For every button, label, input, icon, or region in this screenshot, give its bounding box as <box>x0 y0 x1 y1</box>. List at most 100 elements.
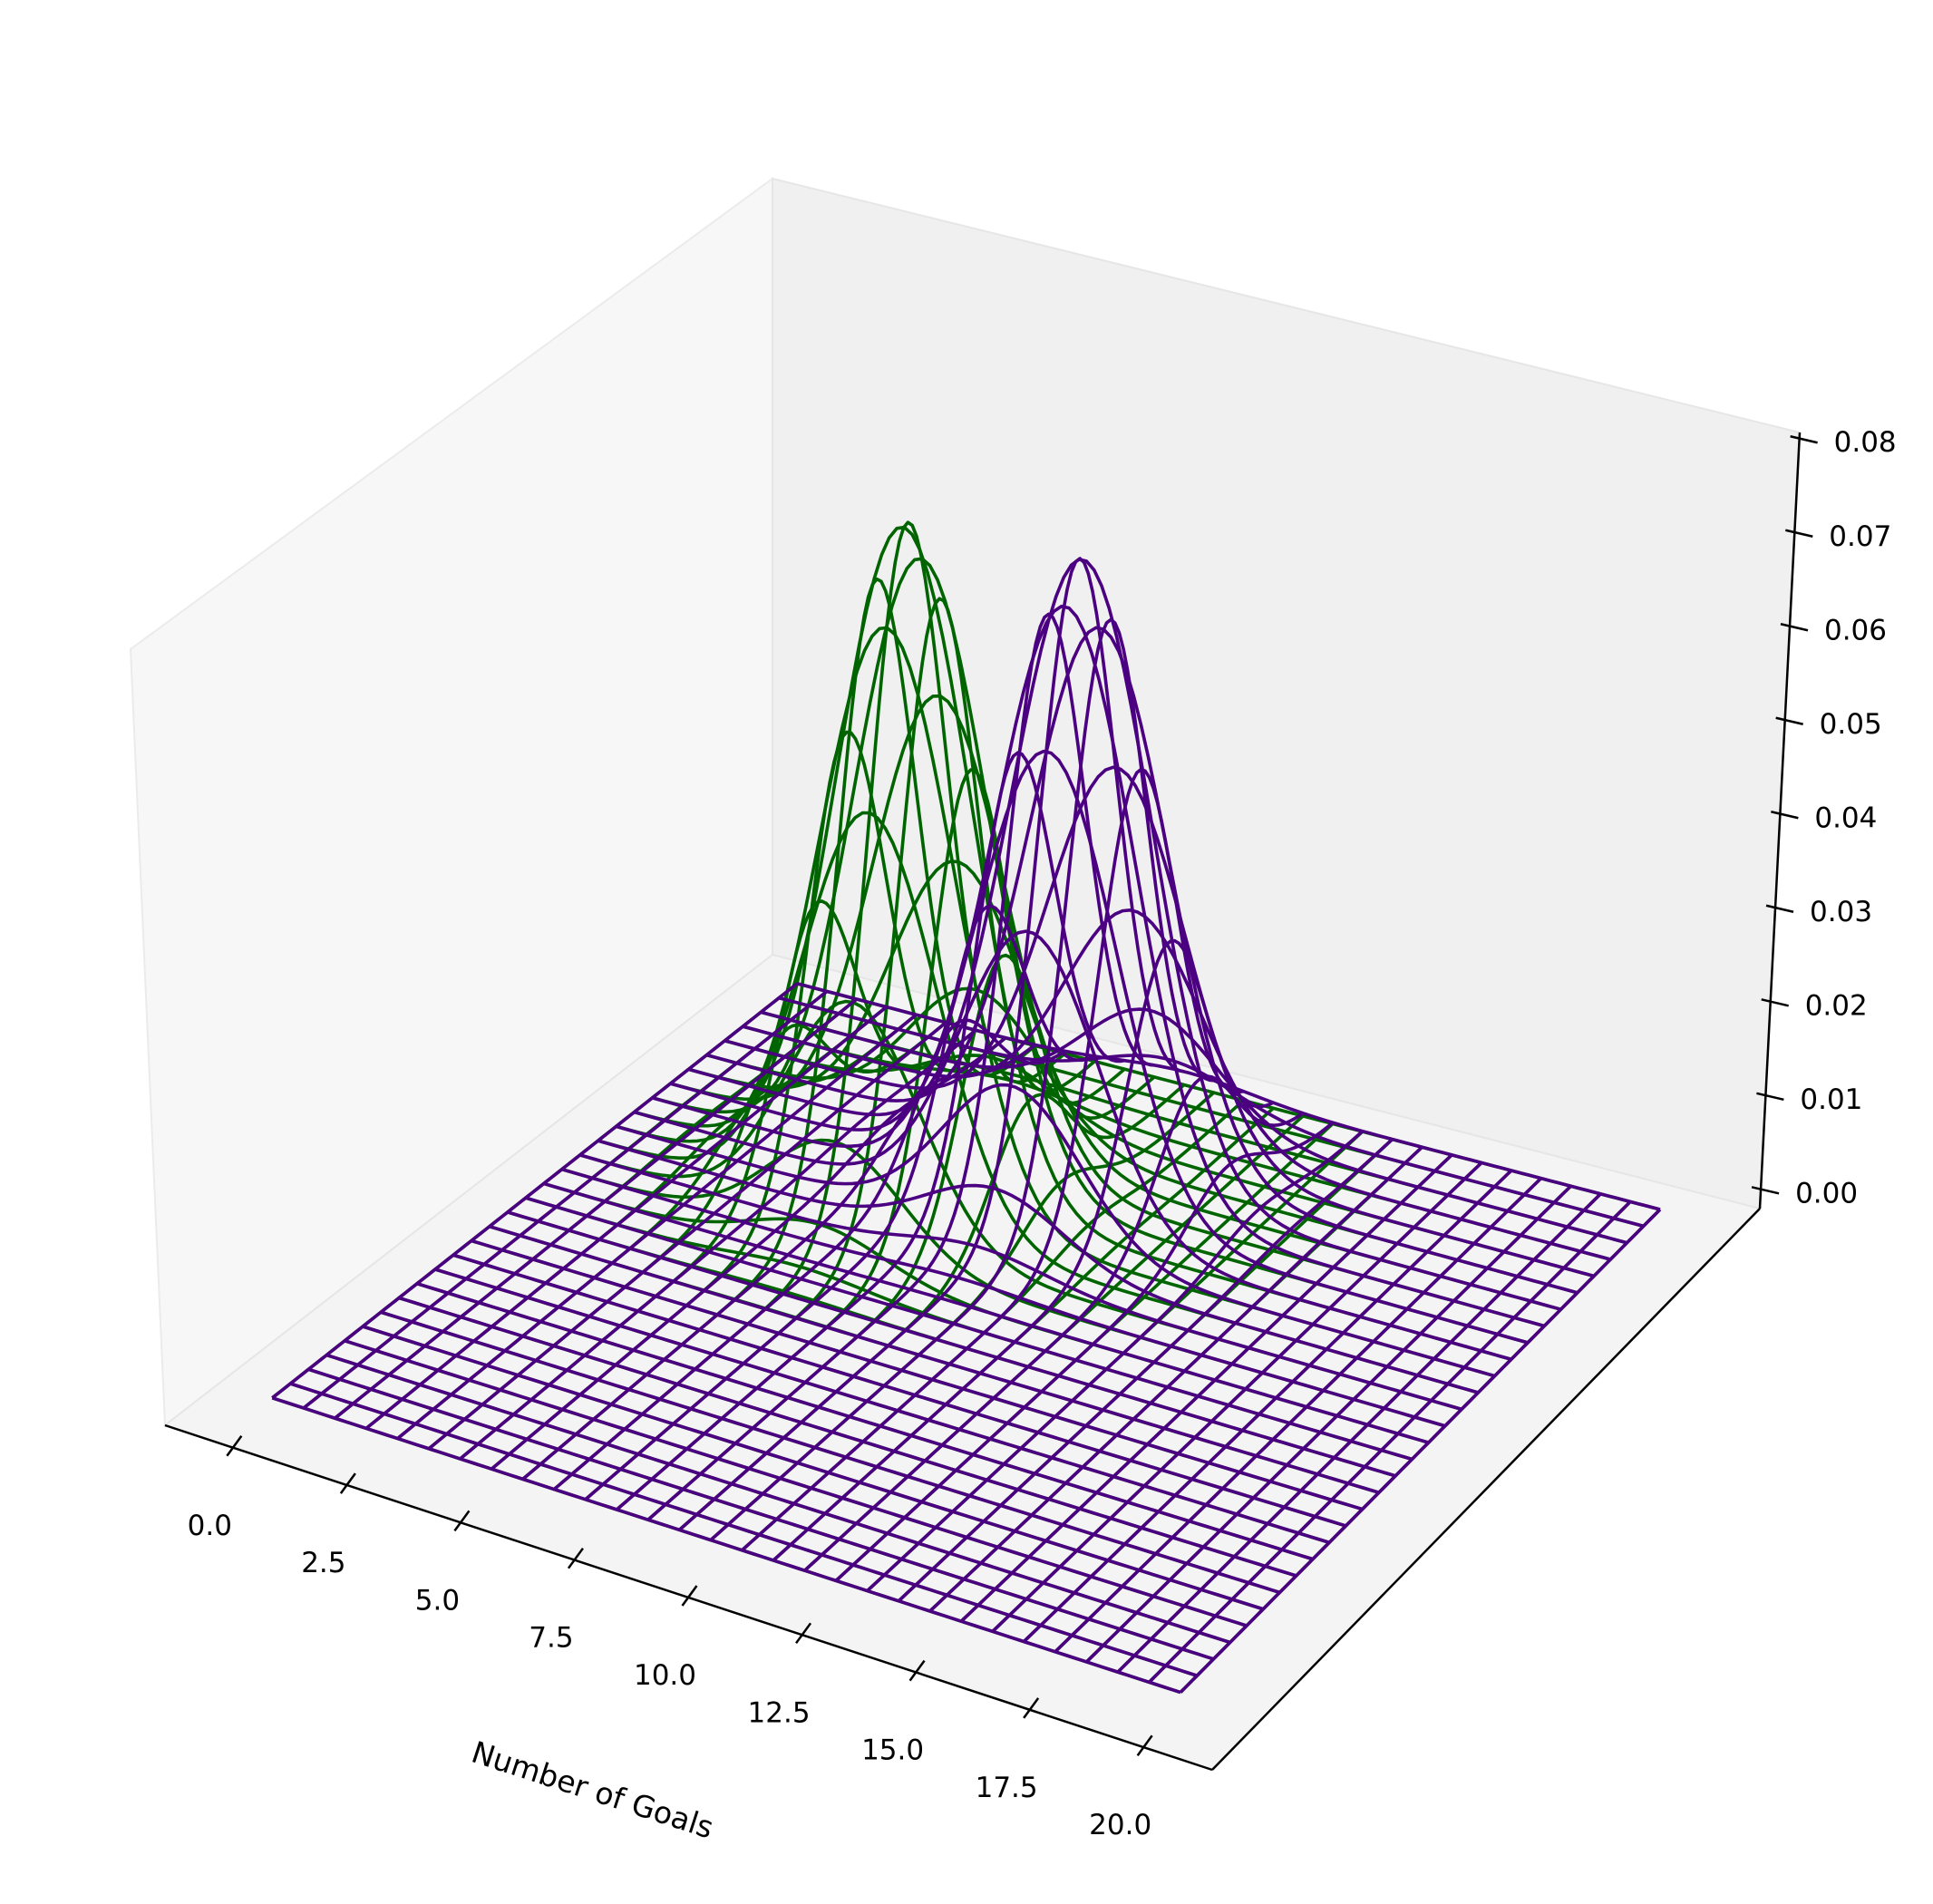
z-tick-mark <box>1761 998 1789 1007</box>
wire-line-y <box>991 1161 1483 1633</box>
z-tick-label: 0.07 <box>1829 520 1891 553</box>
wire-line-y <box>584 904 1096 1501</box>
x-tick-label: 10.0 <box>634 1659 696 1692</box>
wire-line-x <box>380 1310 1280 1595</box>
wire-line-x <box>597 1139 1479 1394</box>
wire-line-x <box>742 908 1611 1261</box>
wire-line-x <box>561 1167 1446 1428</box>
z-tick-label: 0.04 <box>1814 801 1877 834</box>
x-tick-mark <box>795 1622 812 1645</box>
wire-line-y <box>459 1028 977 1461</box>
x-tick-label: 5.0 <box>415 1584 460 1617</box>
z-tick-label: 0.08 <box>1834 426 1897 459</box>
wire-line-y <box>1116 1192 1602 1674</box>
wire-line-x <box>362 1325 1264 1611</box>
z-axis-line <box>1758 432 1802 1209</box>
z-tick-mark <box>1765 904 1794 913</box>
z-tick-label: 0.03 <box>1810 896 1872 928</box>
wire-line-x <box>452 1253 1346 1528</box>
wire-line-y <box>897 1138 1394 1603</box>
wire-line-y <box>928 1145 1423 1613</box>
purple-surface <box>271 557 1662 1695</box>
z-tick-mark <box>1790 435 1818 444</box>
z-tick-mark <box>1751 1186 1780 1195</box>
wire-line-x <box>398 1296 1297 1578</box>
wire-line-x <box>760 1007 1627 1245</box>
wire-line-y <box>302 990 829 1410</box>
wire-line-y <box>1054 1177 1542 1654</box>
x-tick-mark <box>1136 1734 1153 1756</box>
wire-line-y <box>741 767 1244 1552</box>
wire-line-y <box>553 1018 1066 1491</box>
wire-line-y <box>427 1021 947 1451</box>
x-tick-label: 2.5 <box>301 1547 345 1579</box>
x-axis-label: Number of Goals <box>467 1734 717 1846</box>
wire-line-x <box>471 1239 1364 1511</box>
wire-line-x <box>271 1396 1181 1695</box>
wire-line-y <box>959 1153 1453 1623</box>
wire-line-y <box>334 997 858 1420</box>
x-tick-label: 12.5 <box>748 1696 811 1729</box>
x-tick-mark <box>908 1659 926 1682</box>
wire-line-x <box>434 1268 1330 1545</box>
z-tick-mark <box>1756 1092 1784 1102</box>
z-tick-mark <box>1775 716 1803 725</box>
wire-line-y <box>803 1074 1305 1572</box>
wire-line-x <box>416 1282 1314 1561</box>
x-tick-mark <box>226 1435 243 1457</box>
z-tick-mark <box>1785 529 1813 538</box>
wire-line-x <box>344 1339 1248 1627</box>
z-tick-label: 0.02 <box>1805 989 1868 1022</box>
x-tick-label: 7.5 <box>529 1622 573 1655</box>
wire-line-y <box>1023 1169 1513 1643</box>
wire-line-y <box>396 1013 918 1440</box>
wire-line-x <box>489 1224 1380 1494</box>
z-tick-label: 0.05 <box>1820 708 1882 741</box>
x-tick-label: 20.0 <box>1089 1809 1151 1841</box>
wire-line-x <box>796 982 1661 1211</box>
wire-line-x <box>289 1382 1198 1677</box>
wire-line-y <box>271 982 799 1400</box>
wire-line-y <box>866 1130 1364 1592</box>
x-ticks: 0.0 2.5 5.0 7.5 10.0 12.5 15.0 17.5 20.0 <box>188 1435 1153 1841</box>
x-tick-mark <box>1023 1697 1040 1719</box>
x-tick-mark <box>681 1585 698 1607</box>
wire-line-y <box>364 1005 888 1430</box>
wire-line-x <box>687 558 1561 1311</box>
wire-line-y <box>709 617 1214 1541</box>
wire-line-x <box>634 929 1512 1362</box>
wire-line-x <box>307 1367 1215 1661</box>
z-ticks: 0.00 0.01 0.02 0.03 0.04 0.05 0.06 0.07 0.08 <box>1751 426 1897 1209</box>
z-tick-mark <box>1780 623 1809 632</box>
z-tick-mark <box>1771 811 1799 820</box>
wire-line-y <box>772 938 1275 1562</box>
wire-line-x <box>325 1353 1231 1645</box>
wire-line-x <box>616 1083 1496 1378</box>
x-tick-label: 0.0 <box>188 1510 232 1542</box>
surfaces <box>271 520 1662 1695</box>
x-tick-mark <box>453 1510 471 1532</box>
z-tick-label: 0.01 <box>1800 1083 1862 1116</box>
z-tick-label: 0.06 <box>1824 614 1887 646</box>
wire-line-x <box>543 1181 1430 1444</box>
x-tick-label: 15.0 <box>861 1734 924 1767</box>
wire-line-y <box>1179 1208 1662 1694</box>
y-axis-line <box>1211 1208 1761 1771</box>
wire-line-y <box>834 1121 1335 1582</box>
wire-line-x <box>525 1196 1413 1462</box>
x-tick-mark <box>339 1472 356 1494</box>
wire-line-y <box>521 1043 1036 1481</box>
x-tick-label: 17.5 <box>976 1772 1038 1804</box>
z-tick-label: 0.00 <box>1795 1177 1858 1209</box>
wire-line-x <box>705 626 1578 1295</box>
wire-line-x <box>724 765 1595 1278</box>
x-tick-mark <box>567 1547 584 1569</box>
wire-line-x <box>507 1210 1396 1478</box>
wire-line-y <box>678 557 1185 1531</box>
wire-line-y <box>646 612 1155 1521</box>
wire-line-y <box>1148 1200 1632 1684</box>
wire-line-x <box>579 1153 1462 1412</box>
wire-line-y <box>1085 1184 1572 1664</box>
